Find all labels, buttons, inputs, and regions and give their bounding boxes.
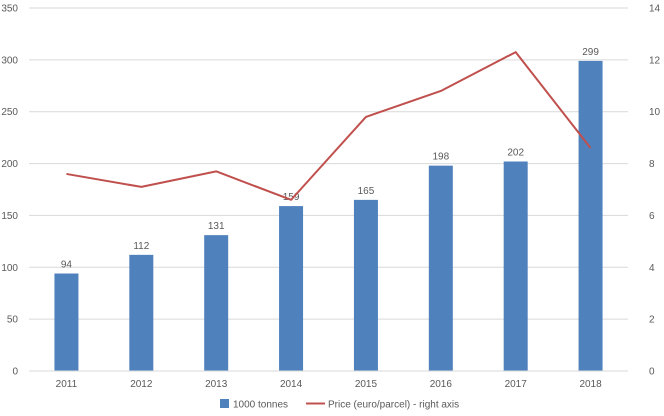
legend: 1000 tonnes Price (euro/parcel) - right … (220, 399, 459, 411)
price-line-series (66, 51, 592, 201)
x-axis: 2011 2012 2013 2014 2015 2016 2017 2018 (29, 370, 628, 390)
bar (279, 206, 304, 371)
right-tick-label: 12 (649, 55, 661, 66)
bar-data-label: 165 (358, 186, 375, 197)
left-tick-label: 350 (1, 4, 18, 15)
right-tick-label: 0 (649, 367, 655, 378)
bar (204, 235, 229, 371)
bar-data-label: 198 (432, 152, 449, 163)
legend-swatch-bar (220, 399, 229, 408)
bar-data-label: 299 (582, 47, 599, 58)
bar-data-labels: 94 112 131 159 165 198 202 299 (61, 47, 599, 271)
bar (54, 273, 79, 371)
x-tick-label: 2017 (505, 379, 528, 390)
right-tick-label: 2 (649, 315, 655, 326)
price-line (66, 51, 592, 201)
right-tick-label: 14 (649, 4, 661, 15)
legend-label-bar: 1000 tonnes (233, 400, 288, 411)
bar-data-label: 202 (507, 147, 524, 158)
right-tick-label: 6 (649, 211, 655, 222)
bar (428, 165, 453, 371)
right-tick-label: 8 (649, 159, 655, 170)
bar (353, 199, 378, 371)
bar-data-label: 112 (133, 241, 149, 252)
gridlines (29, 7, 628, 372)
bar (578, 60, 603, 371)
left-tick-label: 200 (1, 159, 18, 170)
bar (129, 254, 154, 371)
bar-data-label: 94 (61, 260, 73, 271)
left-tick-label: 300 (1, 55, 18, 66)
left-tick-label: 150 (1, 211, 18, 222)
x-tick-label: 2013 (205, 379, 228, 390)
x-tick-label: 2018 (579, 379, 602, 390)
x-tick-label: 2014 (280, 379, 303, 390)
bar-data-label: 159 (283, 192, 300, 203)
left-tick-label: 0 (12, 367, 18, 378)
right-tick-label: 10 (649, 107, 661, 118)
left-axis: 0 50 100 150 200 250 300 350 (1, 4, 18, 378)
right-axis: 0 2 4 6 8 10 12 14 (649, 4, 661, 378)
x-tick-label: 2011 (56, 379, 78, 390)
x-tick-label: 2016 (430, 379, 453, 390)
bar-data-label: 131 (208, 221, 225, 232)
legend-label-line: Price (euro/parcel) - right axis (328, 400, 459, 411)
bar-series (54, 60, 603, 371)
x-tick-label: 2015 (355, 379, 378, 390)
left-tick-label: 100 (1, 263, 18, 274)
left-tick-label: 250 (1, 107, 18, 118)
left-tick-label: 50 (7, 315, 19, 326)
bar (503, 161, 528, 371)
x-tick-label: 2012 (130, 379, 153, 390)
right-tick-label: 4 (649, 263, 655, 274)
